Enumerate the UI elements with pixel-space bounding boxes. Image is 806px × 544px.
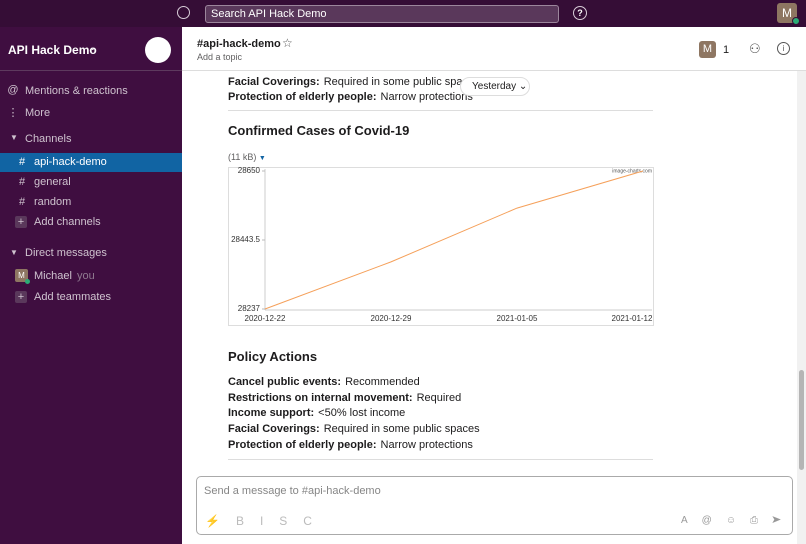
scrollbar (797, 71, 806, 544)
member-avatar[interactable]: M (699, 41, 716, 58)
chart-frame (228, 167, 654, 326)
policy-label: Restrictions on internal movement: (228, 392, 413, 404)
y-tick-label: 28443.5 (231, 235, 260, 244)
policy: Facial Coverings: Required in some public… (228, 423, 480, 435)
composer-placeholder[interactable]: Send a message to #api-hack-demo (204, 485, 381, 497)
member-count[interactable]: 1 (723, 44, 730, 56)
policy-value: <50% lost income (318, 407, 406, 419)
file-size[interactable]: (11 kB) ▼ (228, 152, 266, 162)
policy: Protection of elderly people: Narrow prot… (228, 91, 473, 103)
section-header[interactable]: Channels (25, 133, 72, 145)
x-tick-label: 2020-12-29 (371, 314, 412, 323)
y-tick-label: 28237 (238, 304, 261, 313)
sidebar (0, 27, 182, 544)
caret: ▼ (10, 133, 18, 142)
nav-item[interactable]: More (25, 107, 51, 119)
history-icon[interactable] (177, 6, 190, 19)
format-toolbar[interactable]: ⚡BISC (205, 514, 328, 528)
dm-avatar: M (15, 269, 28, 282)
divider (0, 70, 182, 71)
policy-label: Protection of elderly people: (228, 91, 377, 103)
scroll-thumb[interactable] (799, 370, 804, 470)
policy: Cancel public events: Recommended (228, 376, 420, 388)
date-pill[interactable]: Yesterday ⌄ (460, 77, 530, 96)
compose-button[interactable] (145, 37, 171, 63)
add-channels[interactable]: Add channels (34, 216, 101, 228)
x-tick-label: 2020-12-22 (245, 314, 286, 323)
policy-value: Required (416, 392, 462, 404)
channel[interactable]: api-hack-demo (34, 156, 107, 168)
policy-label: Cancel public events: (228, 376, 342, 388)
nav-item[interactable]: Mentions & reactions (25, 85, 128, 97)
separator (228, 459, 653, 460)
policy-label: Facial Coverings: (228, 76, 320, 88)
data-line (264, 170, 644, 310)
composer-actions[interactable]: A@☺⎙➤ (681, 515, 796, 526)
composer[interactable] (196, 476, 793, 535)
divider (182, 70, 806, 71)
icon: @ (7, 84, 19, 96)
policy-value: Required in some public spaces (323, 423, 480, 435)
channel[interactable]: general (34, 176, 71, 188)
workspace-name[interactable]: API Hack Demo (8, 43, 97, 57)
channel[interactable]: random (34, 196, 72, 208)
policy: Facial Coverings: Required in some public… (228, 76, 480, 88)
info-icon[interactable]: i (777, 42, 790, 55)
caret: ▼ (10, 248, 18, 257)
dm-user[interactable]: Michael (34, 270, 72, 282)
plus: + (15, 216, 27, 228)
policy-value: Required in some public spaces (323, 76, 480, 88)
policy-value: Narrow protections (380, 439, 473, 451)
policy: Protection of elderly people: Narrow prot… (228, 439, 473, 451)
status-dot (792, 17, 800, 25)
y-tick-label: 28650 (238, 167, 261, 175)
policy-label: Facial Coverings: (228, 423, 320, 435)
section-title: Policy Actions (228, 349, 318, 364)
add-member[interactable]: ⚇ (749, 41, 761, 56)
policy: Income support: <50% lost income (228, 407, 405, 419)
policy: Restrictions on internal movement: Requir… (228, 392, 461, 404)
size-text: (11 kB) (228, 152, 257, 162)
x-tick-label: 2021-01-12 (612, 314, 653, 323)
chevron: ⌄ (89, 42, 97, 52)
help-icon[interactable]: ? (573, 6, 587, 20)
search-box[interactable]: Search API Hack Demo (205, 5, 559, 23)
topic[interactable]: Add a topic (197, 52, 243, 62)
policy-value: Recommended (345, 376, 420, 388)
you-label: you (77, 270, 95, 282)
policy-value: Narrow protections (380, 91, 473, 103)
add-teammates[interactable]: Add teammates (34, 291, 112, 303)
hash: # (19, 176, 26, 188)
plus: + (15, 291, 27, 303)
active-row (0, 153, 182, 172)
star[interactable]: ☆ (282, 36, 293, 50)
channel-name[interactable]: #api-hack-demo (197, 38, 281, 50)
status-dot (25, 279, 30, 284)
policy-label: Income support: (228, 407, 315, 419)
hash: # (19, 156, 26, 168)
hash: # (19, 196, 26, 208)
chart: image-charts.com 28237 28443.5 28650 2020-1… (228, 167, 654, 326)
policy-label: Protection of elderly people: (228, 439, 377, 451)
watermark: image-charts.com (612, 168, 652, 174)
x-tick-label: 2021-01-05 (497, 314, 538, 323)
icon: ⋮ (7, 107, 19, 119)
date-text: Yesterday (472, 81, 517, 92)
separator (228, 110, 653, 111)
chart-title: Confirmed Cases of Covid-19 (228, 123, 410, 138)
section-header[interactable]: Direct messages (25, 247, 107, 259)
